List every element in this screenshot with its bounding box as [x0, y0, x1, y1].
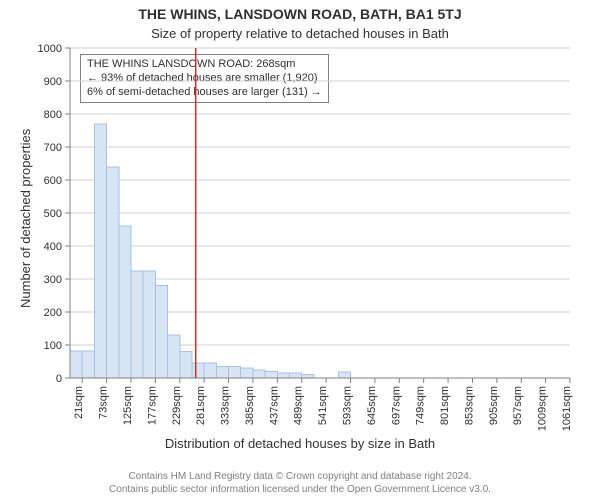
- bar: [82, 351, 94, 378]
- x-axis-label: Distribution of detached houses by size …: [0, 436, 600, 451]
- svg-text:229sqm: 229sqm: [171, 386, 183, 425]
- svg-text:697sqm: 697sqm: [390, 386, 402, 425]
- svg-text:957sqm: 957sqm: [512, 386, 524, 425]
- bar: [107, 167, 119, 378]
- svg-text:600: 600: [44, 175, 62, 187]
- svg-text:125sqm: 125sqm: [122, 386, 134, 425]
- svg-text:1009sqm: 1009sqm: [537, 386, 549, 431]
- svg-text:645sqm: 645sqm: [366, 386, 378, 425]
- svg-text:489sqm: 489sqm: [293, 386, 305, 425]
- svg-text:905sqm: 905sqm: [488, 386, 500, 425]
- chart-svg: 0 100 200 300 400 500 600 700 800 900 1000 21sqm 73s…: [0, 0, 600, 500]
- svg-text:400: 400: [44, 241, 62, 253]
- chart-footer: Contains HM Land Registry data © Crown c…: [0, 471, 600, 496]
- svg-text:73sqm: 73sqm: [98, 386, 110, 419]
- bar: [192, 363, 204, 378]
- bar: [168, 335, 180, 378]
- svg-text:593sqm: 593sqm: [341, 386, 353, 425]
- svg-text:700: 700: [44, 142, 62, 154]
- svg-text:541sqm: 541sqm: [317, 386, 329, 425]
- bar: [241, 368, 253, 378]
- svg-text:281sqm: 281sqm: [195, 386, 207, 425]
- bar: [290, 373, 302, 378]
- bar: [229, 366, 241, 378]
- svg-text:200: 200: [44, 307, 62, 319]
- bar: [204, 363, 216, 378]
- footer-line2: Contains public sector information licen…: [0, 484, 600, 497]
- bar: [277, 373, 289, 378]
- bar: [216, 366, 228, 378]
- bar: [265, 371, 277, 378]
- svg-text:333sqm: 333sqm: [220, 386, 232, 425]
- svg-text:800: 800: [44, 109, 62, 121]
- bar: [70, 351, 82, 378]
- footer-line1: Contains HM Land Registry data © Crown c…: [0, 471, 600, 484]
- svg-text:1061sqm: 1061sqm: [561, 386, 573, 431]
- bar: [131, 271, 143, 378]
- svg-text:1000: 1000: [38, 43, 62, 55]
- svg-text:300: 300: [44, 274, 62, 286]
- chart-container: THE WHINS, LANSDOWN ROAD, BATH, BA1 5TJ …: [0, 0, 600, 500]
- svg-text:21sqm: 21sqm: [73, 386, 85, 419]
- svg-text:177sqm: 177sqm: [146, 386, 158, 425]
- svg-text:801sqm: 801sqm: [439, 386, 451, 425]
- bar: [338, 372, 350, 378]
- svg-text:437sqm: 437sqm: [268, 386, 280, 425]
- svg-text:900: 900: [44, 76, 62, 88]
- bar: [94, 124, 106, 378]
- bar: [143, 271, 155, 378]
- bar: [155, 286, 167, 378]
- bar: [180, 352, 192, 378]
- svg-text:0: 0: [56, 373, 62, 385]
- svg-text:853sqm: 853sqm: [463, 386, 475, 425]
- svg-text:385sqm: 385sqm: [244, 386, 256, 425]
- svg-text:749sqm: 749sqm: [415, 386, 427, 425]
- svg-text:100: 100: [44, 340, 62, 352]
- bar: [119, 226, 131, 378]
- bar: [253, 370, 265, 378]
- svg-text:500: 500: [44, 208, 62, 220]
